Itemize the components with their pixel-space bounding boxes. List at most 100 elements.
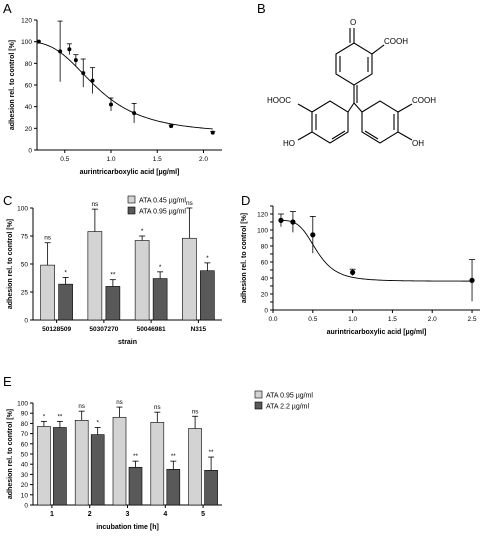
significance-label: ** (57, 413, 62, 420)
panel-label-a: A (3, 1, 12, 16)
x-tick-label: 1.0 (348, 316, 357, 323)
panel-label-d: D (241, 193, 250, 208)
y-tick-label: 80 (25, 61, 33, 68)
y-tick-label: 40 (21, 462, 29, 469)
significance-label: ns (192, 408, 199, 415)
category-label: 2 (88, 511, 92, 518)
data-point (90, 78, 95, 83)
y-tick-label: 0 (24, 503, 28, 510)
y-tick-label: 80 (261, 244, 269, 251)
category-label: 3 (126, 511, 130, 518)
right-ring (361, 100, 399, 144)
bar-high (53, 427, 67, 506)
y-tick-label: 100 (257, 228, 268, 235)
data-point (132, 111, 137, 116)
atom-hooc-left: HOOC (267, 96, 291, 105)
atom-oh-right: OH (412, 139, 424, 148)
cooh-bond-right (397, 103, 413, 113)
legend-label: ATA 0.95 µg/ml (266, 393, 313, 400)
panel-label-b: B (257, 1, 266, 16)
y-tick-label: 100 (17, 206, 28, 213)
aurintricarboxylic-acid-structure (297, 28, 413, 144)
data-point (81, 71, 86, 76)
y-axis-label: adhesion rel. to control [%] (7, 409, 14, 499)
bar-low (74, 420, 89, 506)
bar-low (40, 264, 55, 321)
center-left-bond (347, 102, 355, 113)
bar-high (152, 278, 168, 321)
y-tick-label: 90 (21, 411, 29, 418)
fit-curve (39, 42, 213, 130)
chart-d: 0 20 40 60 80 100 120 adhesion rel. to control … (241, 205, 480, 336)
y-tick-label: 50 (21, 452, 29, 459)
data-point (73, 58, 78, 63)
x-tick-label: 1.0 (106, 156, 115, 163)
significance-label: ns (154, 404, 161, 411)
significance-label: ns (91, 201, 99, 208)
bar-low (87, 231, 103, 321)
data-point (210, 130, 215, 135)
data-point (469, 277, 475, 283)
bar-high (128, 466, 143, 506)
legend-label: ATA 0.95 µg/ml (139, 209, 186, 216)
bar-low (112, 416, 127, 506)
atom-ho-left: HO (283, 139, 295, 148)
y-tick-label: 20 (261, 292, 269, 299)
x-tick-label: 2.0 (428, 316, 437, 323)
x-tick-label: 0.5 (308, 316, 317, 323)
category-label: 50307270 (89, 326, 118, 333)
y-tick-label: 20 (25, 126, 33, 133)
significance-label: ** (133, 453, 138, 460)
bar-low (37, 426, 51, 506)
x-axis-label: strain (118, 339, 137, 346)
y-tick-label: 120 (257, 212, 268, 219)
bar-high (90, 434, 105, 506)
y-tick-label: 10 (21, 492, 29, 499)
bar-low (182, 237, 197, 321)
left-ring-double-2 (331, 130, 346, 140)
data-point (36, 39, 41, 44)
significance-label: ns (116, 399, 123, 406)
y-tick-label: 80 (21, 421, 29, 428)
data-point (290, 219, 296, 225)
x-tick-label: 2.0 (199, 156, 208, 163)
legend-swatch (127, 206, 136, 215)
bar-low (134, 240, 150, 321)
category-label: 1 (50, 511, 54, 518)
data-point (278, 217, 284, 223)
data-point (58, 49, 63, 54)
panel-label-e: E (3, 374, 12, 389)
hooc-bond (297, 103, 313, 113)
center-right-bond (353, 102, 363, 113)
data-point (310, 232, 316, 238)
y-tick-label: 40 (25, 104, 33, 111)
atom-cooh-right: COOH (412, 96, 436, 105)
category-label: 50128509 (42, 326, 71, 333)
data-point (350, 269, 356, 275)
atom-cooh-top: COOH (384, 37, 408, 46)
atom-o-top: O (350, 18, 356, 27)
y-tick-label: 50 (21, 262, 29, 269)
significance-label: ns (186, 200, 194, 207)
x-axis-label: incubation time [h] (96, 524, 159, 531)
y-tick-label: 25 (21, 290, 29, 297)
ho-bond (297, 131, 313, 141)
significance-label: ns (78, 403, 85, 410)
significance-label: ns (44, 235, 52, 242)
significance-label: * (206, 255, 209, 262)
bar-high (58, 283, 73, 321)
top-ring (335, 42, 373, 86)
y-tick-label: 20 (21, 482, 29, 489)
y-tick-label: 30 (21, 472, 29, 479)
legend-swatch (254, 401, 263, 410)
category-label: 5 (201, 511, 205, 518)
bar-low (188, 428, 202, 506)
legend-label: ATA 0.45 µg/ml (139, 198, 186, 205)
left-ring (311, 100, 349, 144)
legend-label: ATA 2.2 µg/ml (266, 404, 310, 411)
significance-label: * (141, 228, 144, 235)
y-tick-label: 75 (21, 234, 29, 241)
legend-swatch (127, 195, 136, 204)
